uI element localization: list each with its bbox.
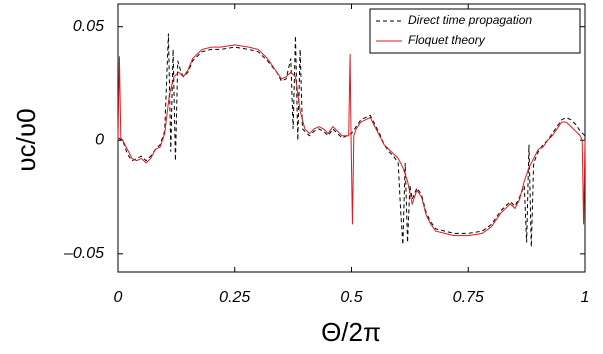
legend-box: [369, 8, 581, 54]
x-axis-label: Θ/2π: [321, 317, 381, 347]
legend-label: Floquet theory: [408, 33, 486, 47]
y-tick-label: 0: [95, 131, 104, 148]
y-axis-label: υc/υ0: [11, 108, 41, 171]
x-tick-label: 0.5: [340, 289, 362, 306]
x-tick-label: 0.75: [453, 289, 484, 306]
y-tick-label: –0.05: [63, 245, 104, 262]
legend-label: Direct time propagation: [408, 13, 532, 27]
x-tick-label: 1: [581, 289, 590, 306]
x-tick-label: 0.25: [219, 289, 250, 306]
series-line: [117, 44, 586, 237]
y-tick-label: 0.05: [73, 18, 104, 35]
x-tick-label: 0: [114, 289, 123, 306]
